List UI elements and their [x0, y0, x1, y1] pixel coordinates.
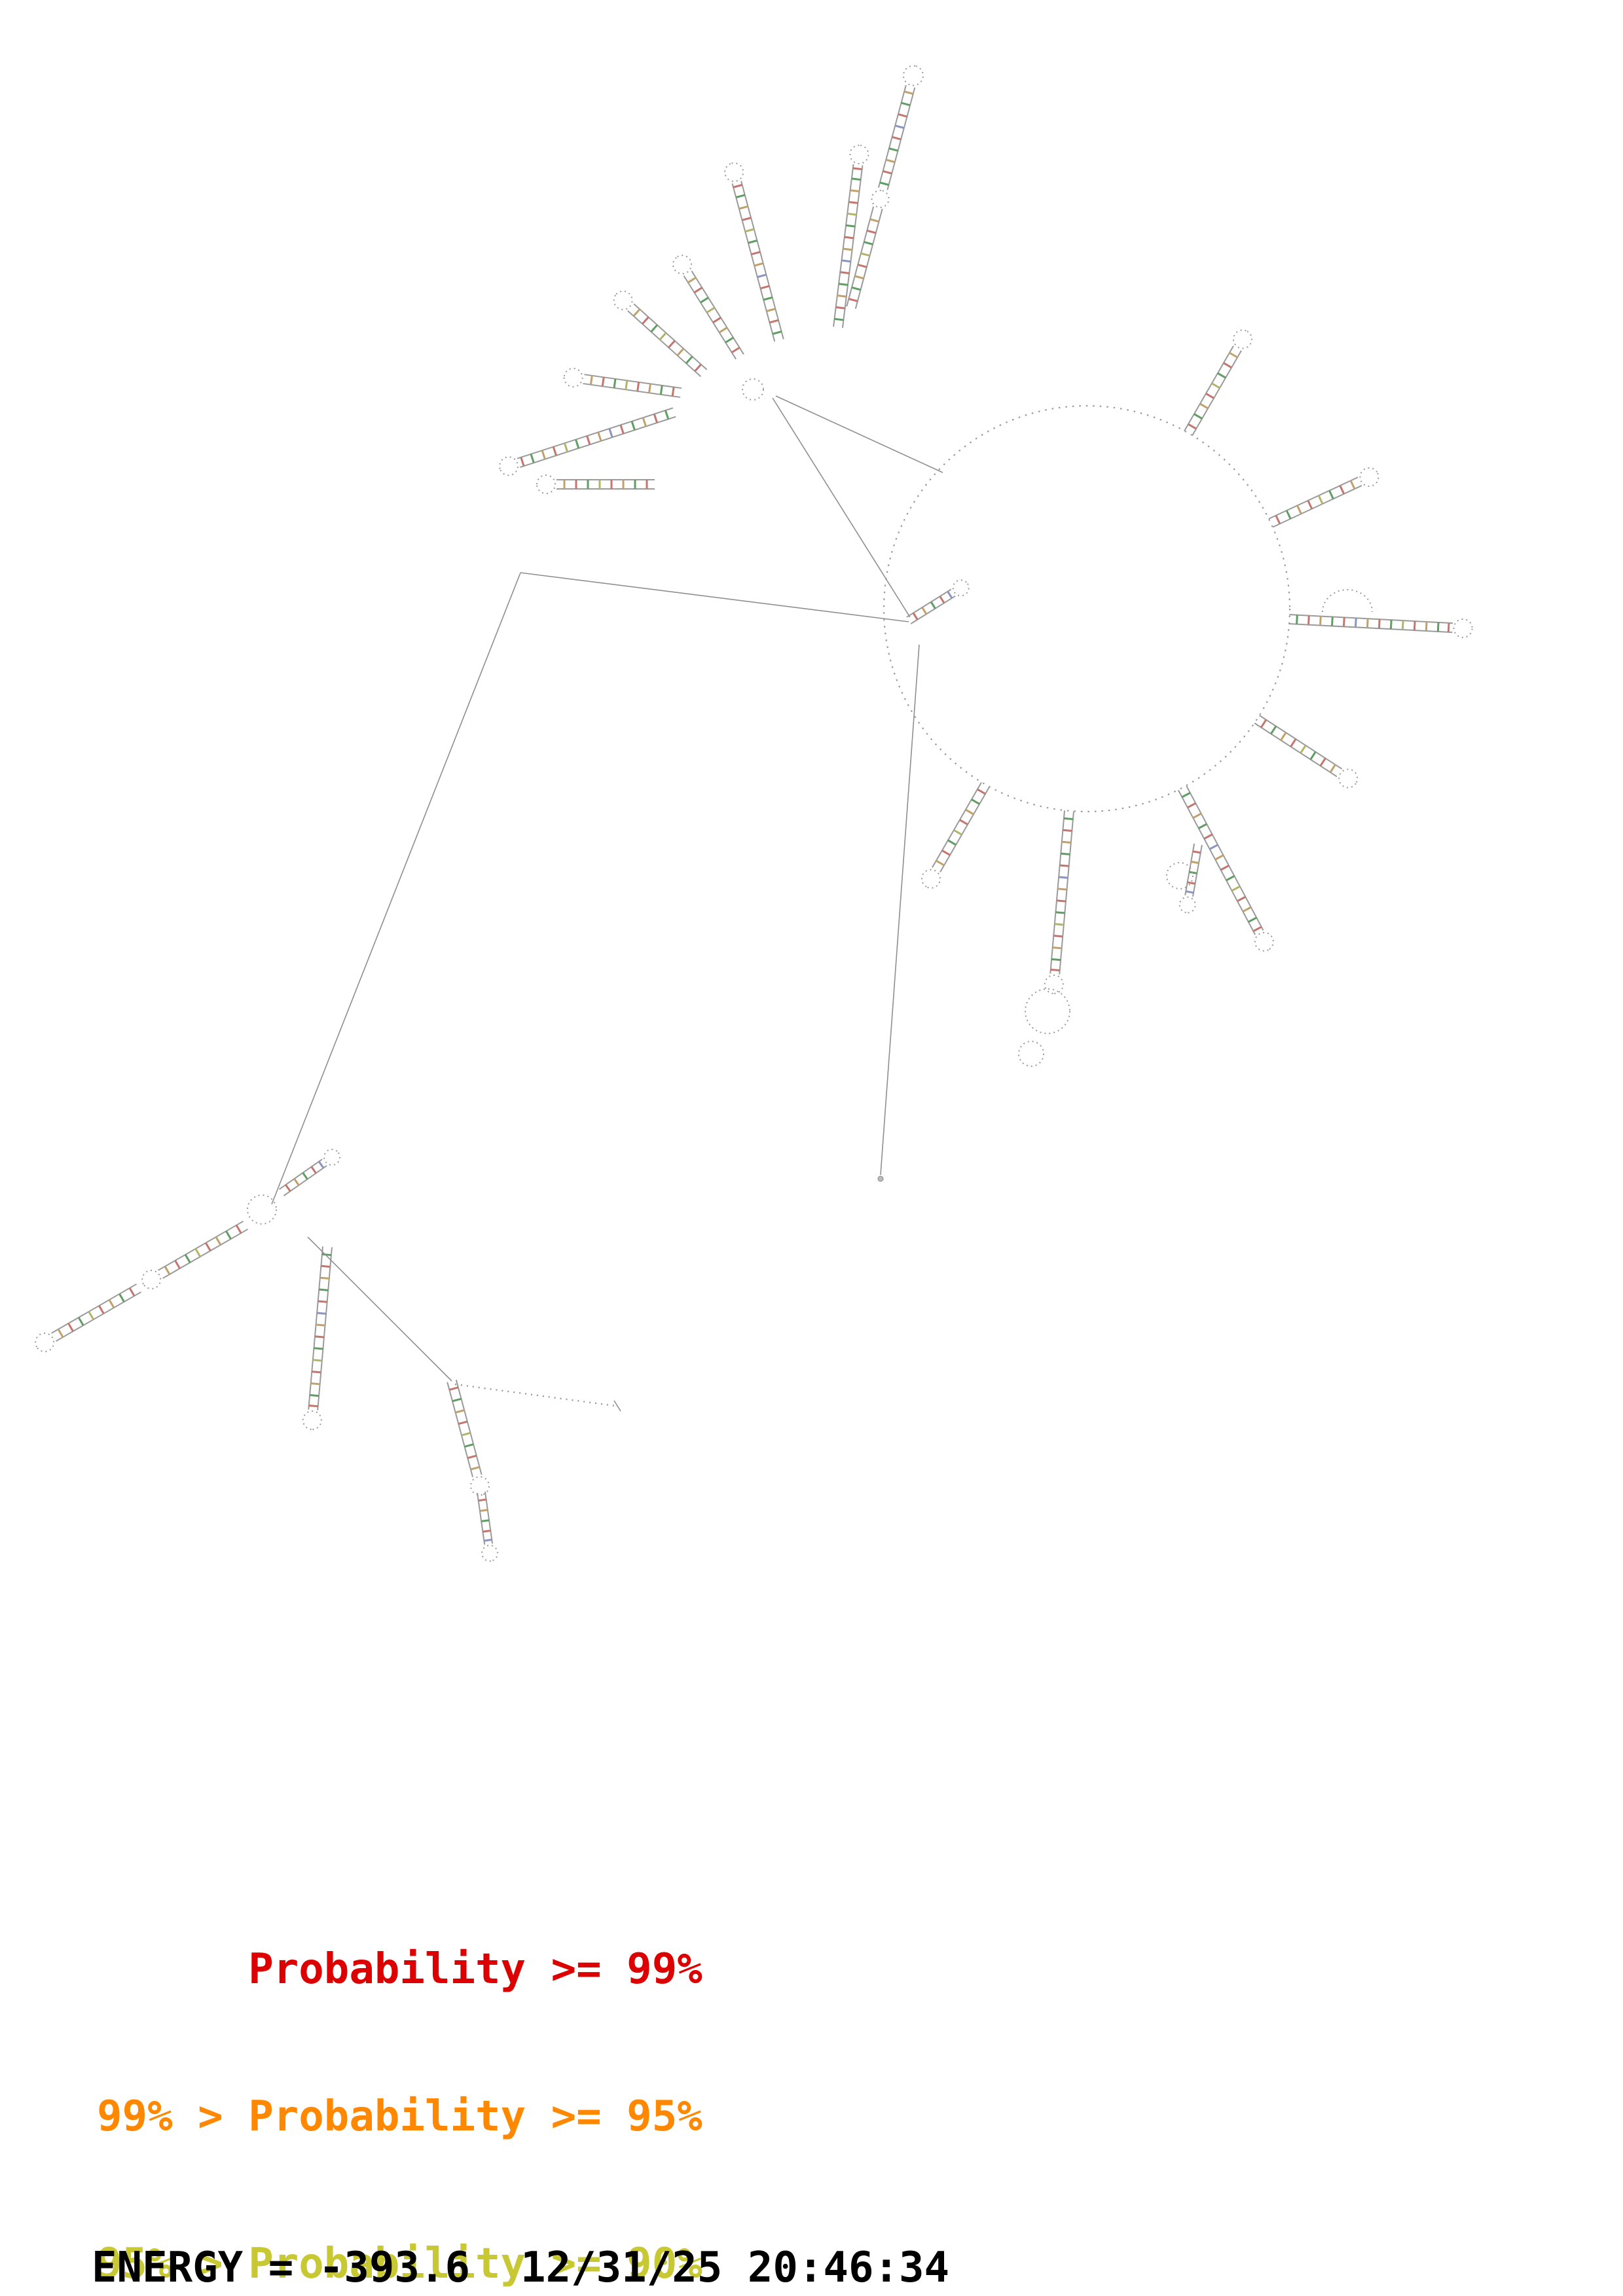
multiloop-circle [883, 404, 1291, 813]
stem-loop [1250, 710, 1362, 793]
stem-loop [917, 779, 994, 893]
stem-loop [472, 1490, 500, 1564]
stem-loop [441, 1377, 492, 1498]
stem-loop [1287, 609, 1474, 639]
probability-legend: Probability >= 99% 99% > Probability >= … [97, 1847, 702, 2296]
strand-end [877, 1175, 884, 1182]
backbone-connector [271, 572, 521, 1205]
stem-loop [1043, 809, 1080, 996]
backbone-connector [520, 572, 909, 622]
single-strand-tail [454, 1383, 616, 1407]
stem-loop [721, 160, 790, 344]
backbone-connector [307, 1236, 452, 1382]
stem-loop [1179, 325, 1256, 439]
backbone-connector [775, 395, 943, 473]
closing-stem [903, 576, 973, 628]
energy-status: ENERGY = -393.6 12/31/25 20:46:34 [92, 2244, 950, 2292]
bulge-loop [1322, 589, 1373, 613]
stem-loop [276, 1145, 344, 1200]
interior-loop [1166, 862, 1194, 889]
stem-loop [562, 366, 684, 403]
strand-end-tick [613, 1400, 621, 1412]
hairpin-loop [1018, 1041, 1044, 1067]
legend-item: Probability >= 99% [97, 1945, 702, 1994]
stem-loop [841, 62, 926, 312]
legend-item: 95% > Probability >= 90% [97, 2240, 702, 2288]
interior-loop [1025, 988, 1070, 1034]
legend-item: 99% > Probability >= 95% [97, 2092, 702, 2141]
stem-loop [828, 143, 871, 330]
backbone-connector [880, 644, 920, 1175]
stem-loop [1177, 842, 1207, 915]
stem-loop [536, 474, 656, 495]
stem-loop [301, 1245, 338, 1431]
junction-loop [742, 378, 764, 401]
stem-loop [31, 1279, 145, 1356]
stem-loop [668, 251, 749, 363]
backbone-connector [772, 397, 911, 618]
stem-loop [137, 1216, 251, 1293]
stem-loop [496, 403, 678, 479]
junction-loop [247, 1194, 277, 1225]
stem-loop [609, 286, 711, 381]
stem-loop [1266, 463, 1383, 533]
